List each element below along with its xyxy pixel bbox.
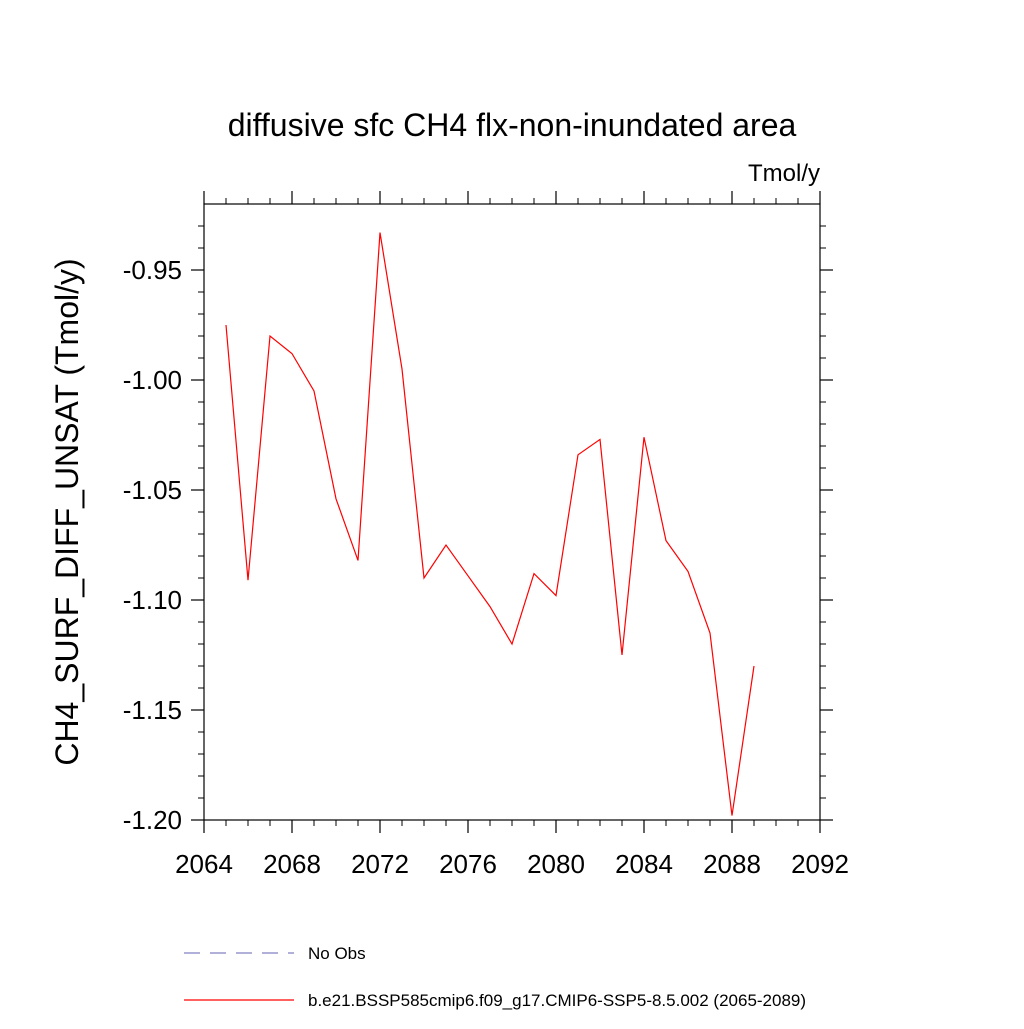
x-tick-label: 2088 [703, 849, 761, 879]
x-tick-label: 2076 [439, 849, 497, 879]
legend-label: No Obs [308, 944, 366, 963]
data-series [226, 233, 754, 816]
y-tick-label: -1.10 [123, 585, 182, 615]
x-tick-label: 2080 [527, 849, 585, 879]
axis-ticks: 2064 2068 2072 2076 2080 2084 2088 2092 -1.20 -1.… [123, 191, 849, 879]
y-tick-label: -1.15 [123, 695, 182, 725]
chart-title: diffusive sfc CH4 flx-non-inundated area [228, 107, 797, 143]
x-tick-label: 2084 [615, 849, 673, 879]
y-tick-label: -0.95 [123, 255, 182, 285]
units-label: Tmol/y [748, 160, 820, 187]
x-tick-label: 2064 [175, 849, 233, 879]
y-tick-label: -1.00 [123, 365, 182, 395]
y-axis-label: CH4_SURF_DIFF_UNSAT (Tmol/y) [49, 258, 85, 765]
legend: No Obs b.e21.BSSP585cmip6.f09_g17.CMIP6-S… [184, 944, 806, 1010]
x-tick-label: 2072 [351, 849, 409, 879]
x-tick-label: 2092 [791, 849, 849, 879]
legend-label: b.e21.BSSP585cmip6.f09_g17.CMIP6-SSP5-8.… [308, 991, 806, 1010]
y-tick-label: -1.05 [123, 475, 182, 505]
x-tick-label: 2068 [263, 849, 321, 879]
y-tick-label: -1.20 [123, 805, 182, 835]
plot-frame [204, 204, 820, 820]
series-line [226, 233, 754, 816]
